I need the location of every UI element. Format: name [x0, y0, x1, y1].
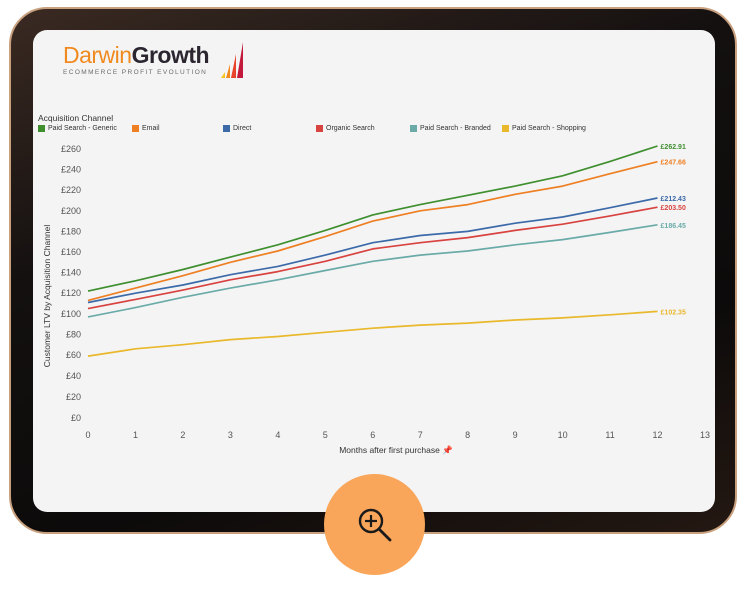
- series-line-1: [87, 160, 658, 302]
- y-axis-title: Customer LTV by Acquisition Channel: [42, 225, 52, 368]
- y-tick-label: £80: [66, 329, 81, 339]
- y-tick-label: £200: [61, 206, 81, 216]
- legend-label: Direct: [233, 125, 252, 132]
- logo-bar-2: [226, 64, 230, 78]
- legend-label: Organic Search: [326, 125, 375, 132]
- tablet-screen: DarwinGrowth ECOMMERCE PROFIT EVOLUTION …: [33, 30, 715, 512]
- series-line-0: [87, 145, 658, 292]
- y-tick-label: £40: [66, 371, 81, 381]
- y-tick-label: £140: [61, 268, 81, 278]
- legend-swatch: [316, 125, 323, 132]
- series-line-4: [87, 223, 658, 318]
- x-tick-label: 1: [133, 430, 138, 440]
- zoom-in-icon: [358, 508, 391, 541]
- darwin-growth-logo: DarwinGrowth ECOMMERCE PROFIT EVOLUTION: [63, 42, 243, 78]
- logo-bars-icon: [221, 42, 243, 78]
- x-tick-label: 10: [558, 430, 568, 440]
- legend-label: Email: [142, 125, 160, 132]
- series-line-3: [87, 206, 658, 310]
- y-tick-label: £180: [61, 226, 81, 236]
- legend-item: Paid Search - Generic: [38, 125, 117, 132]
- legend-item: Organic Search: [316, 125, 375, 132]
- ltv-line-chart: £0 £20 £40 £60 £80 £100 £120 £140 £160 £180 £200 £2…: [42, 144, 710, 455]
- legend-item: Paid Search - Branded: [410, 125, 491, 132]
- x-tick-label: 7: [418, 430, 423, 440]
- zoom-in-button[interactable]: [324, 474, 425, 575]
- x-tick-label: 0: [85, 430, 90, 440]
- legend-swatch: [38, 125, 45, 132]
- legend-label: Paid Search - Generic: [48, 125, 117, 132]
- x-tick-label: 4: [275, 430, 280, 440]
- x-tick-label: 6: [370, 430, 375, 440]
- logo-word-growth: Growth: [131, 42, 210, 68]
- legend-swatch: [502, 125, 509, 132]
- y-tick-label: £260: [61, 144, 81, 154]
- logo-bar-4: [237, 42, 243, 78]
- x-tick-label: 11: [605, 430, 614, 440]
- logo-word-darwin: Darwin: [63, 42, 132, 68]
- series-line-5: [87, 310, 658, 357]
- series-end-label: £247.66: [661, 160, 686, 167]
- legend-swatch: [410, 125, 417, 132]
- y-tick-label: £160: [61, 247, 81, 257]
- legend-label: Paid Search - Branded: [420, 125, 491, 132]
- y-tick-label: £240: [61, 165, 81, 175]
- logo-bar-1: [221, 72, 225, 78]
- series-end-label: £262.91: [661, 144, 686, 151]
- series-end-label: £102.35: [661, 309, 686, 316]
- x-tick-label: 5: [323, 430, 328, 440]
- legend-label: Paid Search - Shopping: [512, 125, 586, 132]
- series-end-label: £212.43: [661, 196, 686, 203]
- x-tick-label: 9: [513, 430, 518, 440]
- x-tick-label: 8: [465, 430, 470, 440]
- y-tick-label: £60: [66, 350, 81, 360]
- x-tick-label: 3: [228, 430, 233, 440]
- y-tick-label: £20: [66, 392, 81, 402]
- x-tick-label: 12: [653, 430, 663, 440]
- series-end-label: £203.50: [661, 205, 686, 212]
- x-tick-label: 13: [700, 430, 710, 440]
- logo-bar-3: [231, 54, 236, 78]
- legend-item: Email: [132, 125, 160, 132]
- series-line-2: [87, 197, 658, 304]
- y-tick-label: £220: [61, 185, 81, 195]
- x-axis-title: Months after first purchase 📌: [339, 445, 453, 455]
- legend-item: Direct: [223, 125, 251, 132]
- y-tick-label: £0: [71, 413, 81, 423]
- series-end-label: £186.45: [661, 223, 686, 230]
- y-tick-label: £100: [61, 309, 81, 319]
- legend-swatch: [132, 125, 139, 132]
- x-tick-label: 2: [180, 430, 185, 440]
- logo-tagline: ECOMMERCE PROFIT EVOLUTION: [63, 69, 208, 76]
- legend-title: Acquisition Channel: [38, 113, 114, 123]
- y-tick-label: £120: [61, 288, 81, 298]
- legend-swatch: [223, 125, 230, 132]
- legend-item: Paid Search - Shopping: [502, 125, 586, 132]
